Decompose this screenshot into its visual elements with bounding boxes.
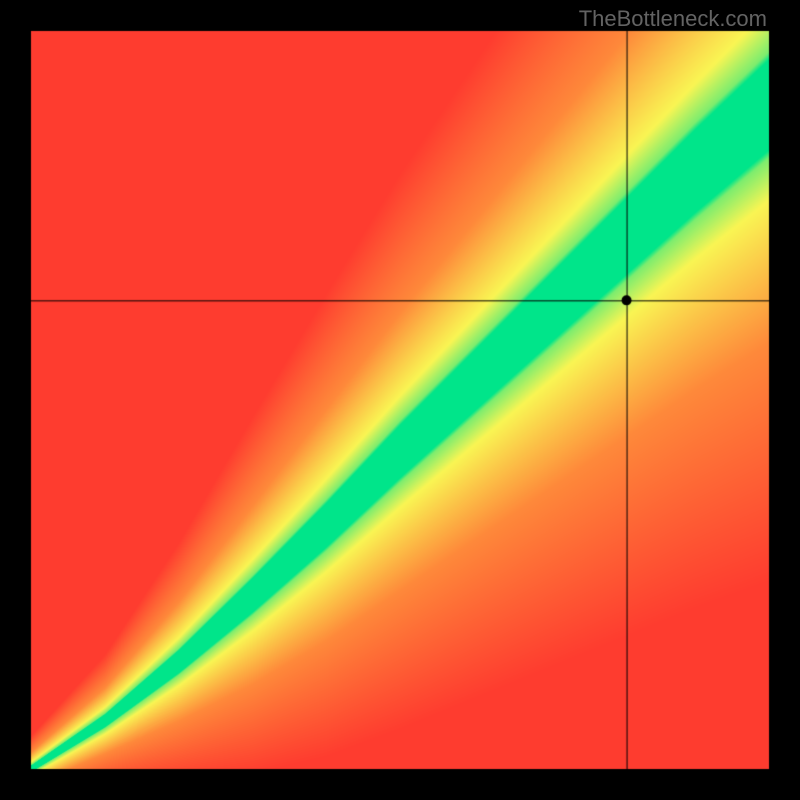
heatmap-canvas	[0, 0, 800, 800]
chart-container: TheBottleneck.com	[0, 0, 800, 800]
watermark-text: TheBottleneck.com	[579, 6, 767, 32]
